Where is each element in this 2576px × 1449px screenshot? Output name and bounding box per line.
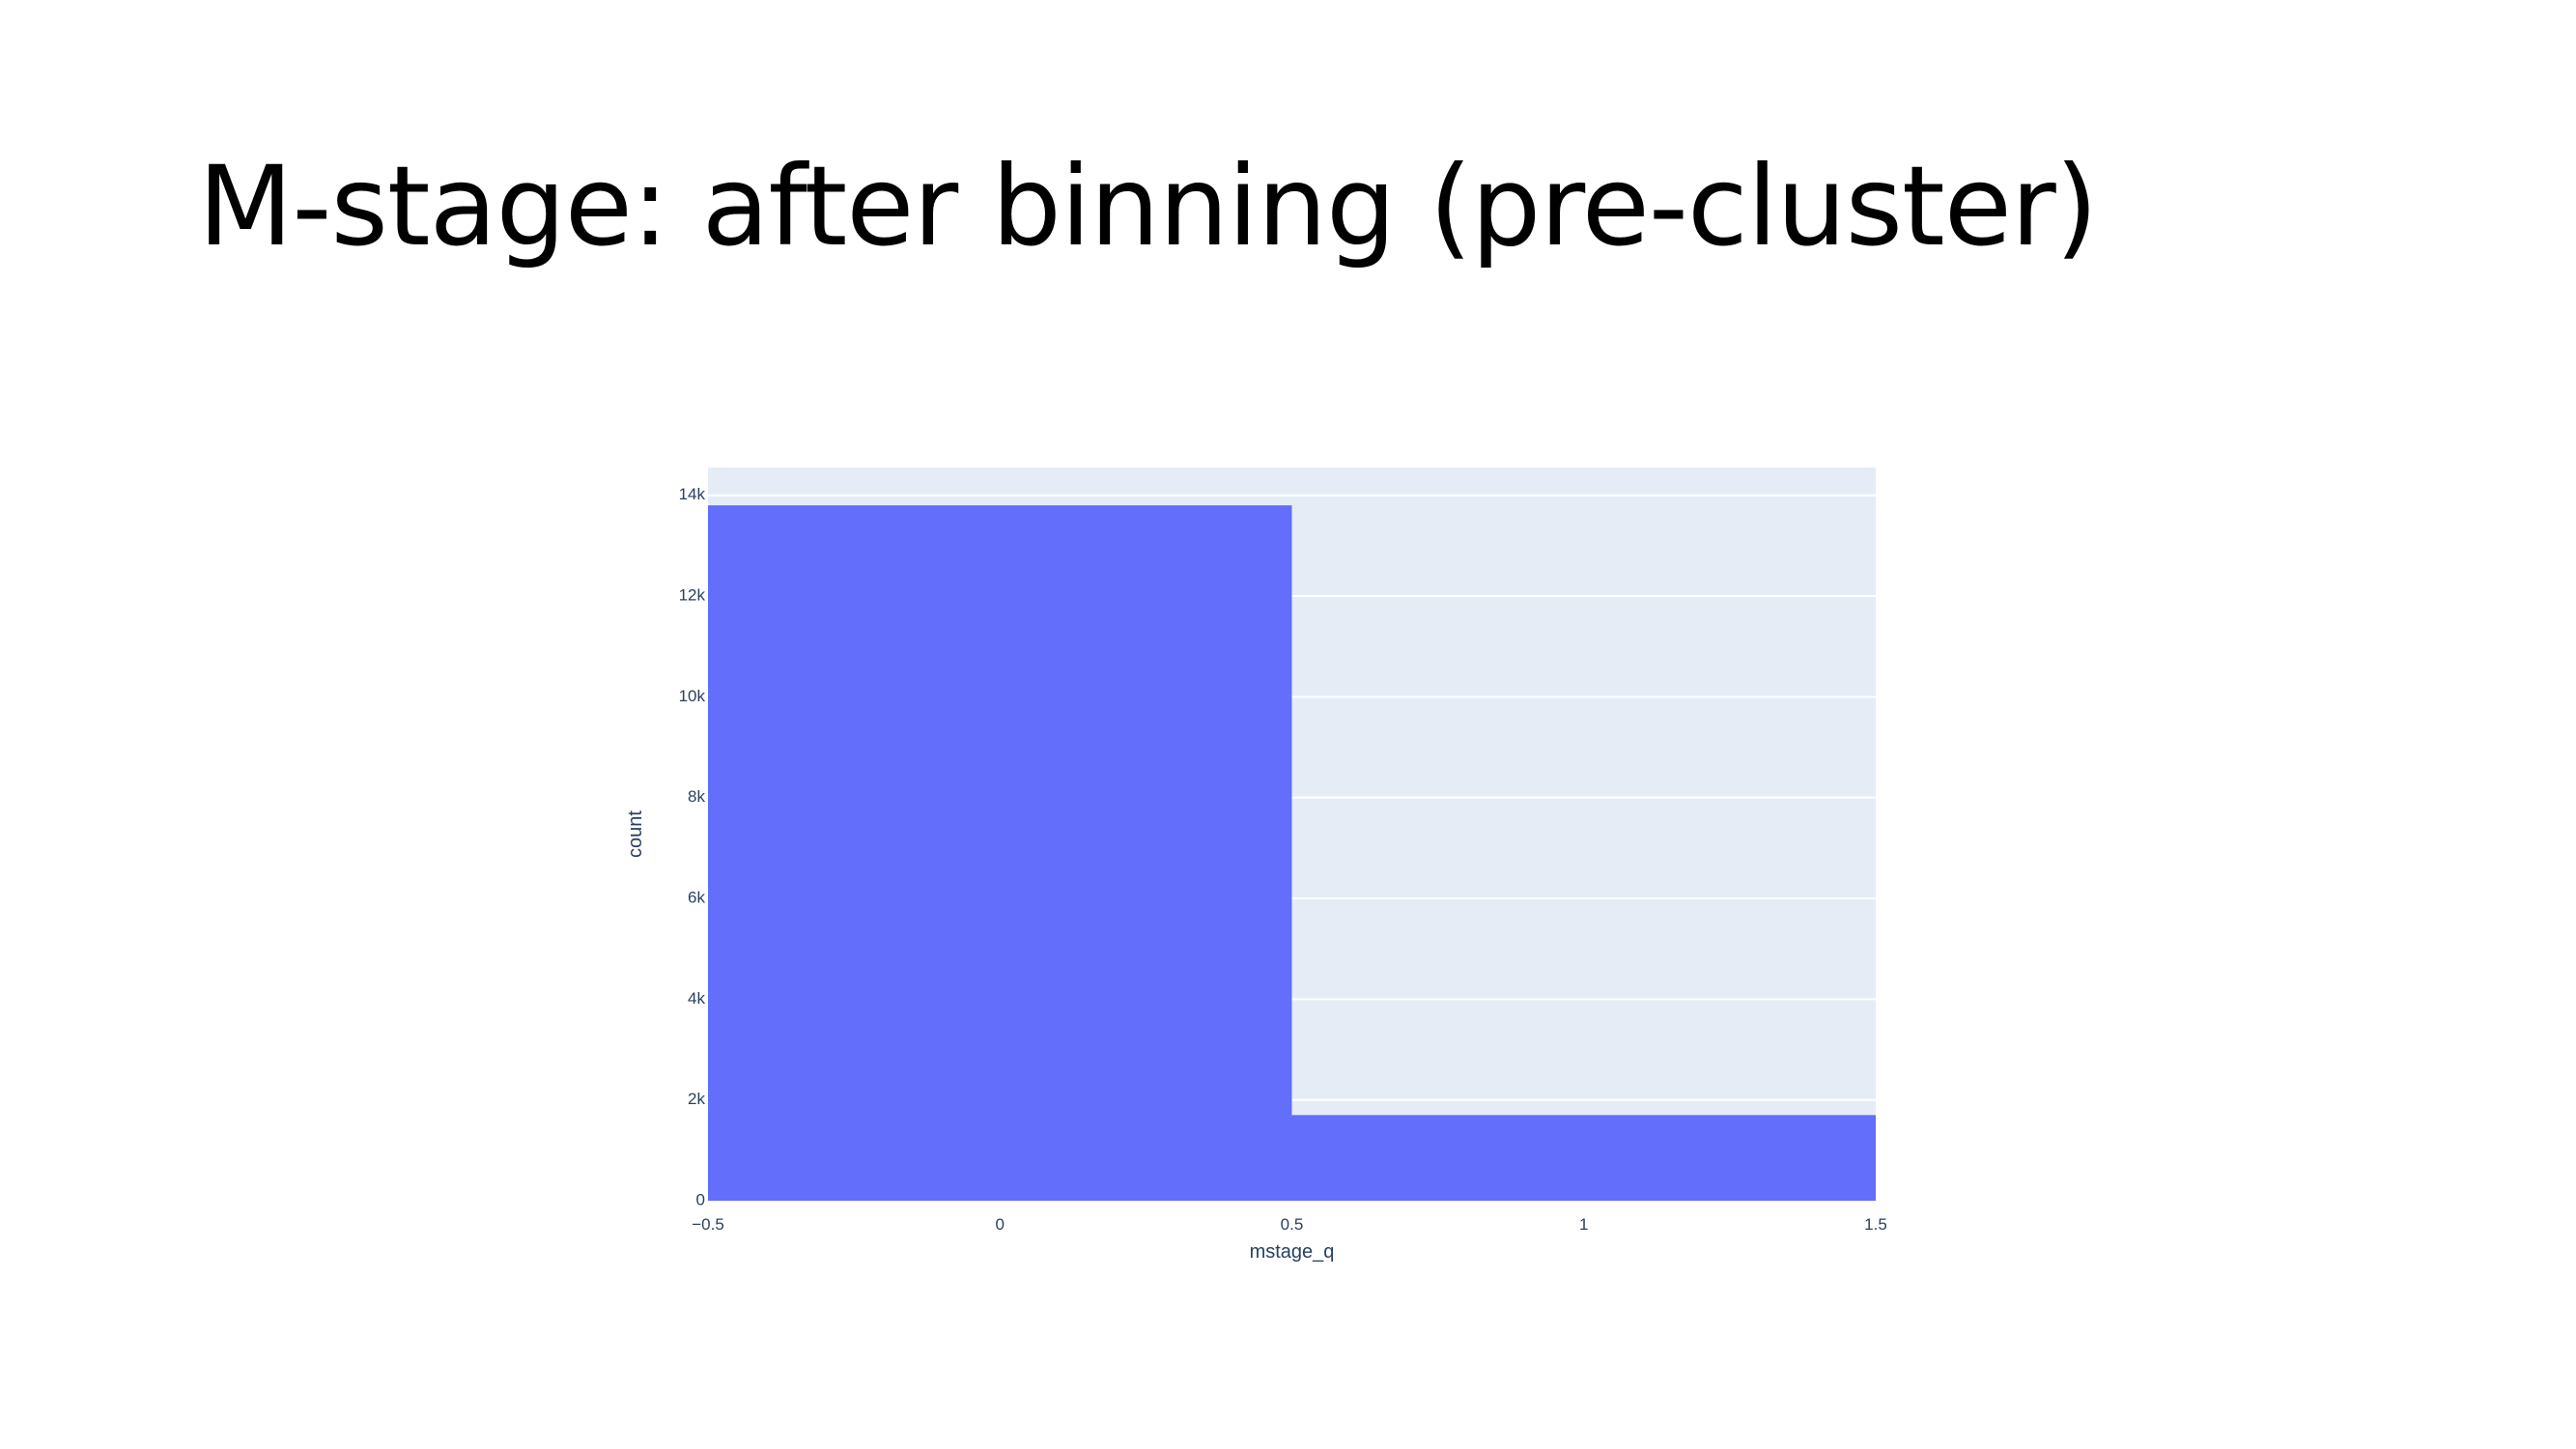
x-tick-label: 1.5 [1864, 1215, 1887, 1234]
histogram-bar [708, 505, 1292, 1201]
y-tick-label: 0 [696, 1190, 705, 1208]
histogram-bars [708, 505, 1876, 1201]
y-tick-label: 4k [688, 989, 705, 1008]
y-tick-label: 14k [679, 485, 706, 503]
x-tick-label: 0 [996, 1215, 1005, 1234]
y-tick-label: 6k [688, 888, 705, 906]
y-axis-title: count [625, 810, 646, 858]
histogram-bar [1291, 1115, 1876, 1201]
x-tick-label: 0.5 [1281, 1215, 1304, 1234]
y-tick-label: 10k [679, 687, 706, 705]
x-axis-title: mstage_q [1250, 1241, 1335, 1263]
y-tick-label: 12k [679, 586, 706, 605]
x-tick-labels: −0.5 0 0.5 1 1.5 [692, 1215, 1887, 1234]
x-tick-label: −0.5 [692, 1215, 724, 1234]
y-tick-label: 8k [688, 787, 705, 806]
y-tick-labels: 0 2k 4k 6k 8k 10k 12k 14k [679, 485, 706, 1208]
x-tick-label: 1 [1579, 1215, 1588, 1234]
y-tick-label: 2k [688, 1090, 705, 1108]
slide-title: M-stage: after binning (pre-cluster) [198, 142, 2098, 270]
